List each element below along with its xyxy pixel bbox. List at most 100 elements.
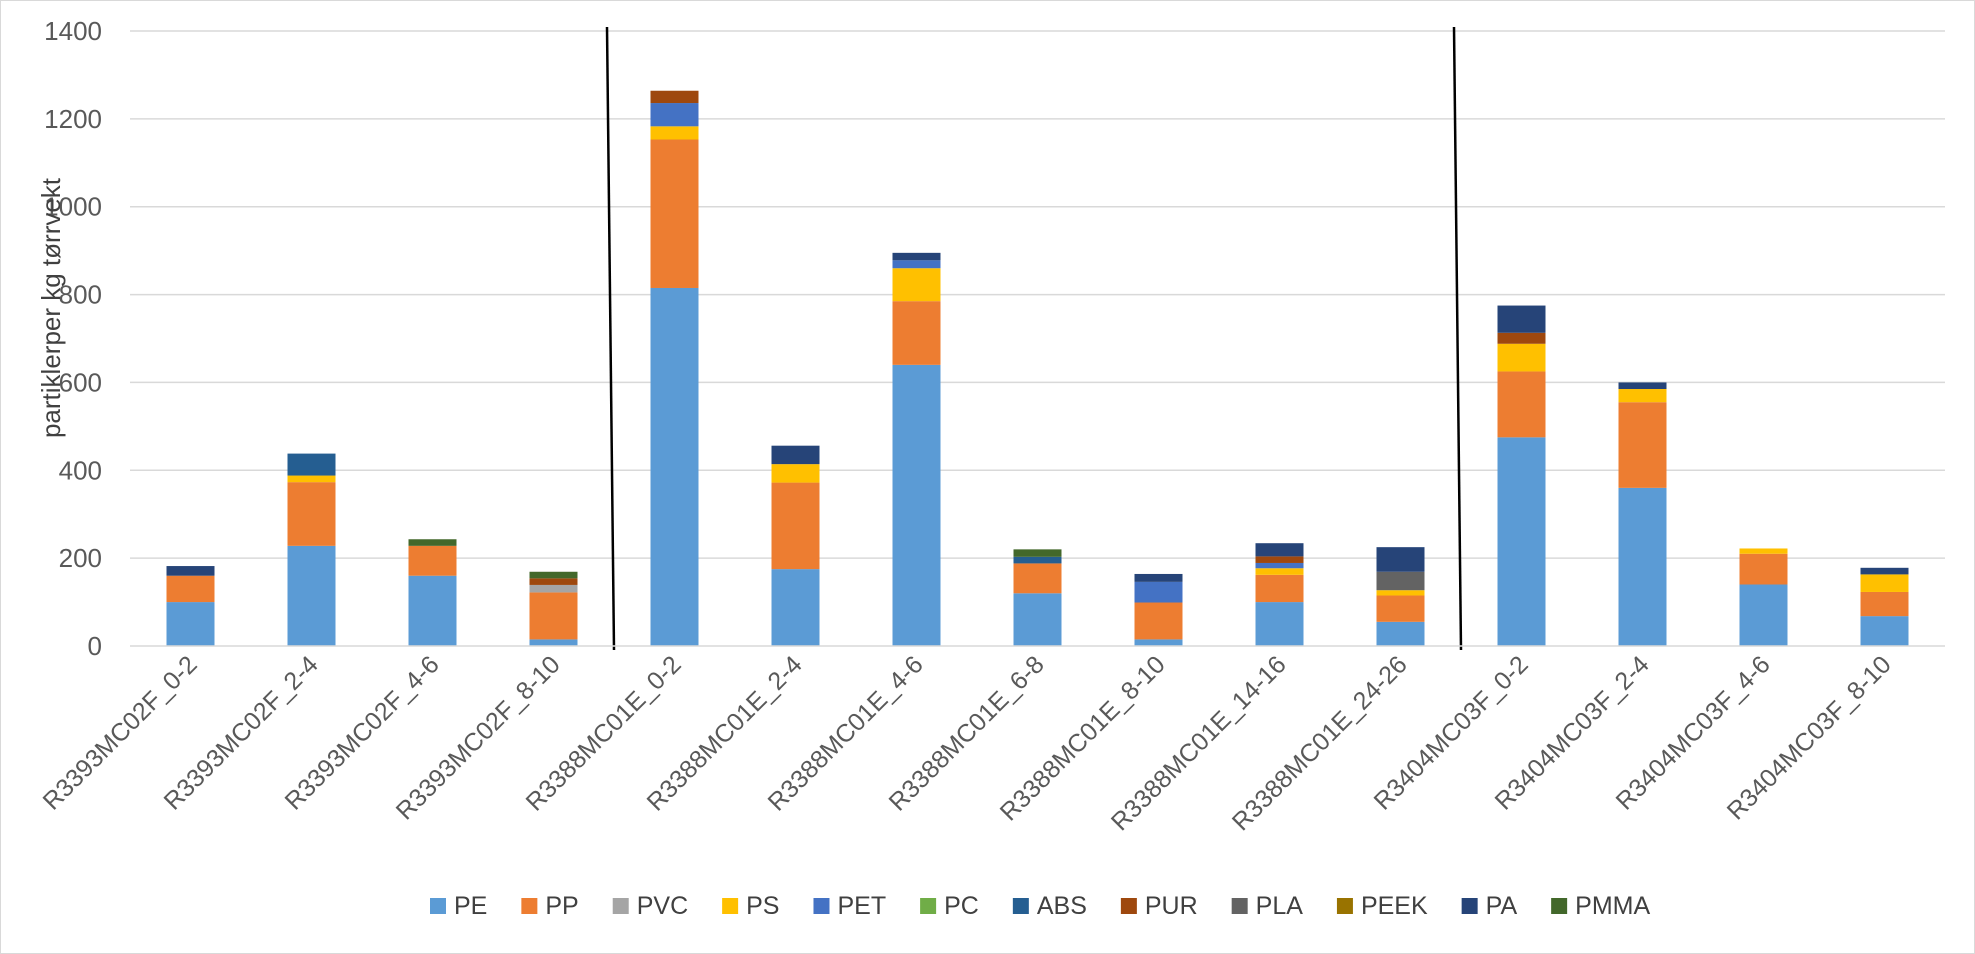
bar-segment-pe-r3388mc01e-2-4 <box>771 569 820 646</box>
bar-segment-ps-r3393mc02f-2-4 <box>287 475 336 483</box>
bar-segment-pp-r3393mc02f-0-2 <box>166 575 215 603</box>
y-tick-label: 400 <box>59 455 102 485</box>
bar-segment-pur-r3388mc01e-0-2 <box>650 90 699 104</box>
bar-segment-pp-r3393mc02f-2-4 <box>287 482 336 546</box>
bar-segment-pp-r3388mc01e-2-4 <box>771 482 820 570</box>
legend-label-peek: PEEK <box>1361 892 1428 920</box>
bar-segment-pe-r3404mc03f-0-2 <box>1497 437 1546 646</box>
bar-segment-pe-r3393mc02f-8-10 <box>529 639 578 646</box>
bar-segment-pp-r3388mc01e-0-2 <box>650 139 699 288</box>
legend-swatch-pla <box>1231 898 1248 914</box>
bar-segment-pp-r3388mc01e-4-6 <box>892 301 941 365</box>
bar-segment-pvc-r3393mc02f-8-10 <box>529 584 578 593</box>
bar-segment-pe-r3388mc01e-6-8 <box>1013 593 1062 646</box>
bar-segment-pmma-r3388mc01e-6-8 <box>1013 549 1062 557</box>
bar-segment-pet-r3388mc01e-0-2 <box>650 103 699 127</box>
bar-segment-pur-r3404mc03f-0-2 <box>1497 332 1546 344</box>
bar-segment-pe-r3388mc01e-8-10 <box>1134 639 1183 646</box>
bar-segment-pp-r3404mc03f-2-4 <box>1618 402 1667 488</box>
bar-segment-pp-r3404mc03f-8-10 <box>1860 591 1909 617</box>
legend-label-pp: PP <box>545 892 578 920</box>
bar-segment-pe-r3404mc03f-4-6 <box>1739 584 1788 646</box>
legend-swatch-pp <box>521 898 538 914</box>
x-axis-labels: R3393MC02F_0-2R3393MC02F_2-4R3393MC02F_4… <box>38 650 1897 836</box>
bar-segment-pe-r3393mc02f-0-2 <box>166 602 215 646</box>
bar-segment-pa-r3404mc03f-0-2 <box>1497 305 1546 333</box>
legend-label-abs: ABS <box>1037 892 1087 920</box>
bar-segment-pla-r3388mc01e-24-26 <box>1376 571 1425 591</box>
y-tick-label: 1000 <box>44 192 102 222</box>
legend-label-pvc: PVC <box>637 892 688 920</box>
bar-segment-abs-r3393mc02f-2-4 <box>287 453 336 476</box>
bar-segment-pp-r3388mc01e-8-10 <box>1134 602 1183 640</box>
legend: PE PP PVC PS PET PC ABS PUR PLA PEEK PA PMMA <box>430 892 1650 920</box>
legend-swatch-pmma <box>1551 898 1568 914</box>
bar-segment-pa-r3388mc01e-2-4 <box>771 445 820 465</box>
bar-segment-pa-r3388mc01e-24-26 <box>1376 547 1425 572</box>
bar-segment-pa-r3388mc01e-14-16 <box>1255 543 1304 557</box>
bar-segment-pe-r3404mc03f-2-4 <box>1618 487 1667 646</box>
legend-label-pc: PC <box>944 892 979 920</box>
group-separator-line <box>605 26 616 651</box>
bar-segment-pe-r3388mc01e-0-2 <box>650 287 699 646</box>
y-axis-title: partiklerper kg tørrvekt <box>36 177 66 438</box>
bar-segment-pa-r3393mc02f-0-2 <box>166 566 215 576</box>
y-tick-label: 1400 <box>44 16 102 46</box>
legend-swatch-pvc <box>612 898 629 914</box>
legend-swatch-abs <box>1012 898 1029 914</box>
legend-label-pa: PA <box>1486 892 1518 920</box>
legend-swatch-ps <box>722 898 739 914</box>
bar-segment-ps-r3388mc01e-2-4 <box>771 464 820 483</box>
legend-label-pla: PLA <box>1256 892 1304 920</box>
legend-swatch-pa <box>1461 898 1478 914</box>
bar-segment-pe-r3388mc01e-24-26 <box>1376 621 1425 646</box>
legend-swatch-pc <box>920 898 937 914</box>
bar-segment-pa-r3404mc03f-2-4 <box>1618 382 1667 390</box>
bar-segment-pp-r3388mc01e-14-16 <box>1255 574 1304 603</box>
bar-segment-pe-r3393mc02f-4-6 <box>408 575 457 646</box>
bar-segment-pe-r3388mc01e-4-6 <box>892 364 941 646</box>
bar-segment-ps-r3388mc01e-24-26 <box>1376 590 1425 596</box>
bar-segment-pmma-r3393mc02f-8-10 <box>529 571 578 579</box>
bar-segment-pp-r3393mc02f-8-10 <box>529 592 578 640</box>
bar-segment-pa-r3388mc01e-8-10 <box>1134 573 1183 582</box>
gridlines <box>130 30 1945 559</box>
bar-segment-pet-r3388mc01e-4-6 <box>892 260 941 269</box>
bar-segment-ps-r3404mc03f-4-6 <box>1739 548 1788 554</box>
bar-segment-pp-r3388mc01e-6-8 <box>1013 563 1062 594</box>
bar-segment-pe-r3404mc03f-8-10 <box>1860 616 1909 646</box>
bar-segment-pa-r3404mc03f-8-10 <box>1860 567 1909 575</box>
legend-label-pet: PET <box>837 892 886 920</box>
legend-swatch-pur <box>1120 898 1137 914</box>
legend-swatch-pe <box>430 898 446 914</box>
bar-segment-pp-r3388mc01e-24-26 <box>1376 595 1425 622</box>
y-tick-label: 200 <box>59 543 102 573</box>
y-tick-label: 0 <box>88 631 102 661</box>
bar-segment-ps-r3404mc03f-2-4 <box>1618 389 1667 403</box>
group-separators <box>605 26 1463 651</box>
y-tick-label: 800 <box>59 280 102 310</box>
bar-segment-ps-r3388mc01e-0-2 <box>650 126 699 140</box>
bar-segment-pp-r3404mc03f-0-2 <box>1497 371 1546 438</box>
bar-segment-pet-r3388mc01e-14-16 <box>1255 562 1304 569</box>
legend-label-ps: PS <box>746 892 779 920</box>
bar-segment-pa-r3388mc01e-4-6 <box>892 252 941 261</box>
bar-segment-pet-r3388mc01e-8-10 <box>1134 581 1183 603</box>
bar-segment-pe-r3393mc02f-2-4 <box>287 545 336 646</box>
bar-segment-pur-r3388mc01e-14-16 <box>1255 556 1304 563</box>
bar-segment-ps-r3388mc01e-4-6 <box>892 268 941 302</box>
bar-segment-pe-r3388mc01e-14-16 <box>1255 602 1304 646</box>
bar-segment-pmma-r3393mc02f-4-6 <box>408 539 457 546</box>
group-separator-line <box>1452 26 1463 651</box>
legend-swatch-peek <box>1336 898 1353 914</box>
y-tick-label: 600 <box>59 367 102 397</box>
bar-segment-ps-r3404mc03f-8-10 <box>1860 574 1909 592</box>
bar-segment-pp-r3393mc02f-4-6 <box>408 545 457 576</box>
bar-segment-ps-r3404mc03f-0-2 <box>1497 343 1546 372</box>
bar-segment-ps-r3388mc01e-14-16 <box>1255 568 1304 575</box>
bar-segment-abs-r3388mc01e-6-8 <box>1013 556 1062 564</box>
bar-segment-pp-r3404mc03f-4-6 <box>1739 553 1788 585</box>
legend-label-pe: PE <box>454 892 487 920</box>
bar-segment-pur-r3393mc02f-8-10 <box>529 578 578 585</box>
